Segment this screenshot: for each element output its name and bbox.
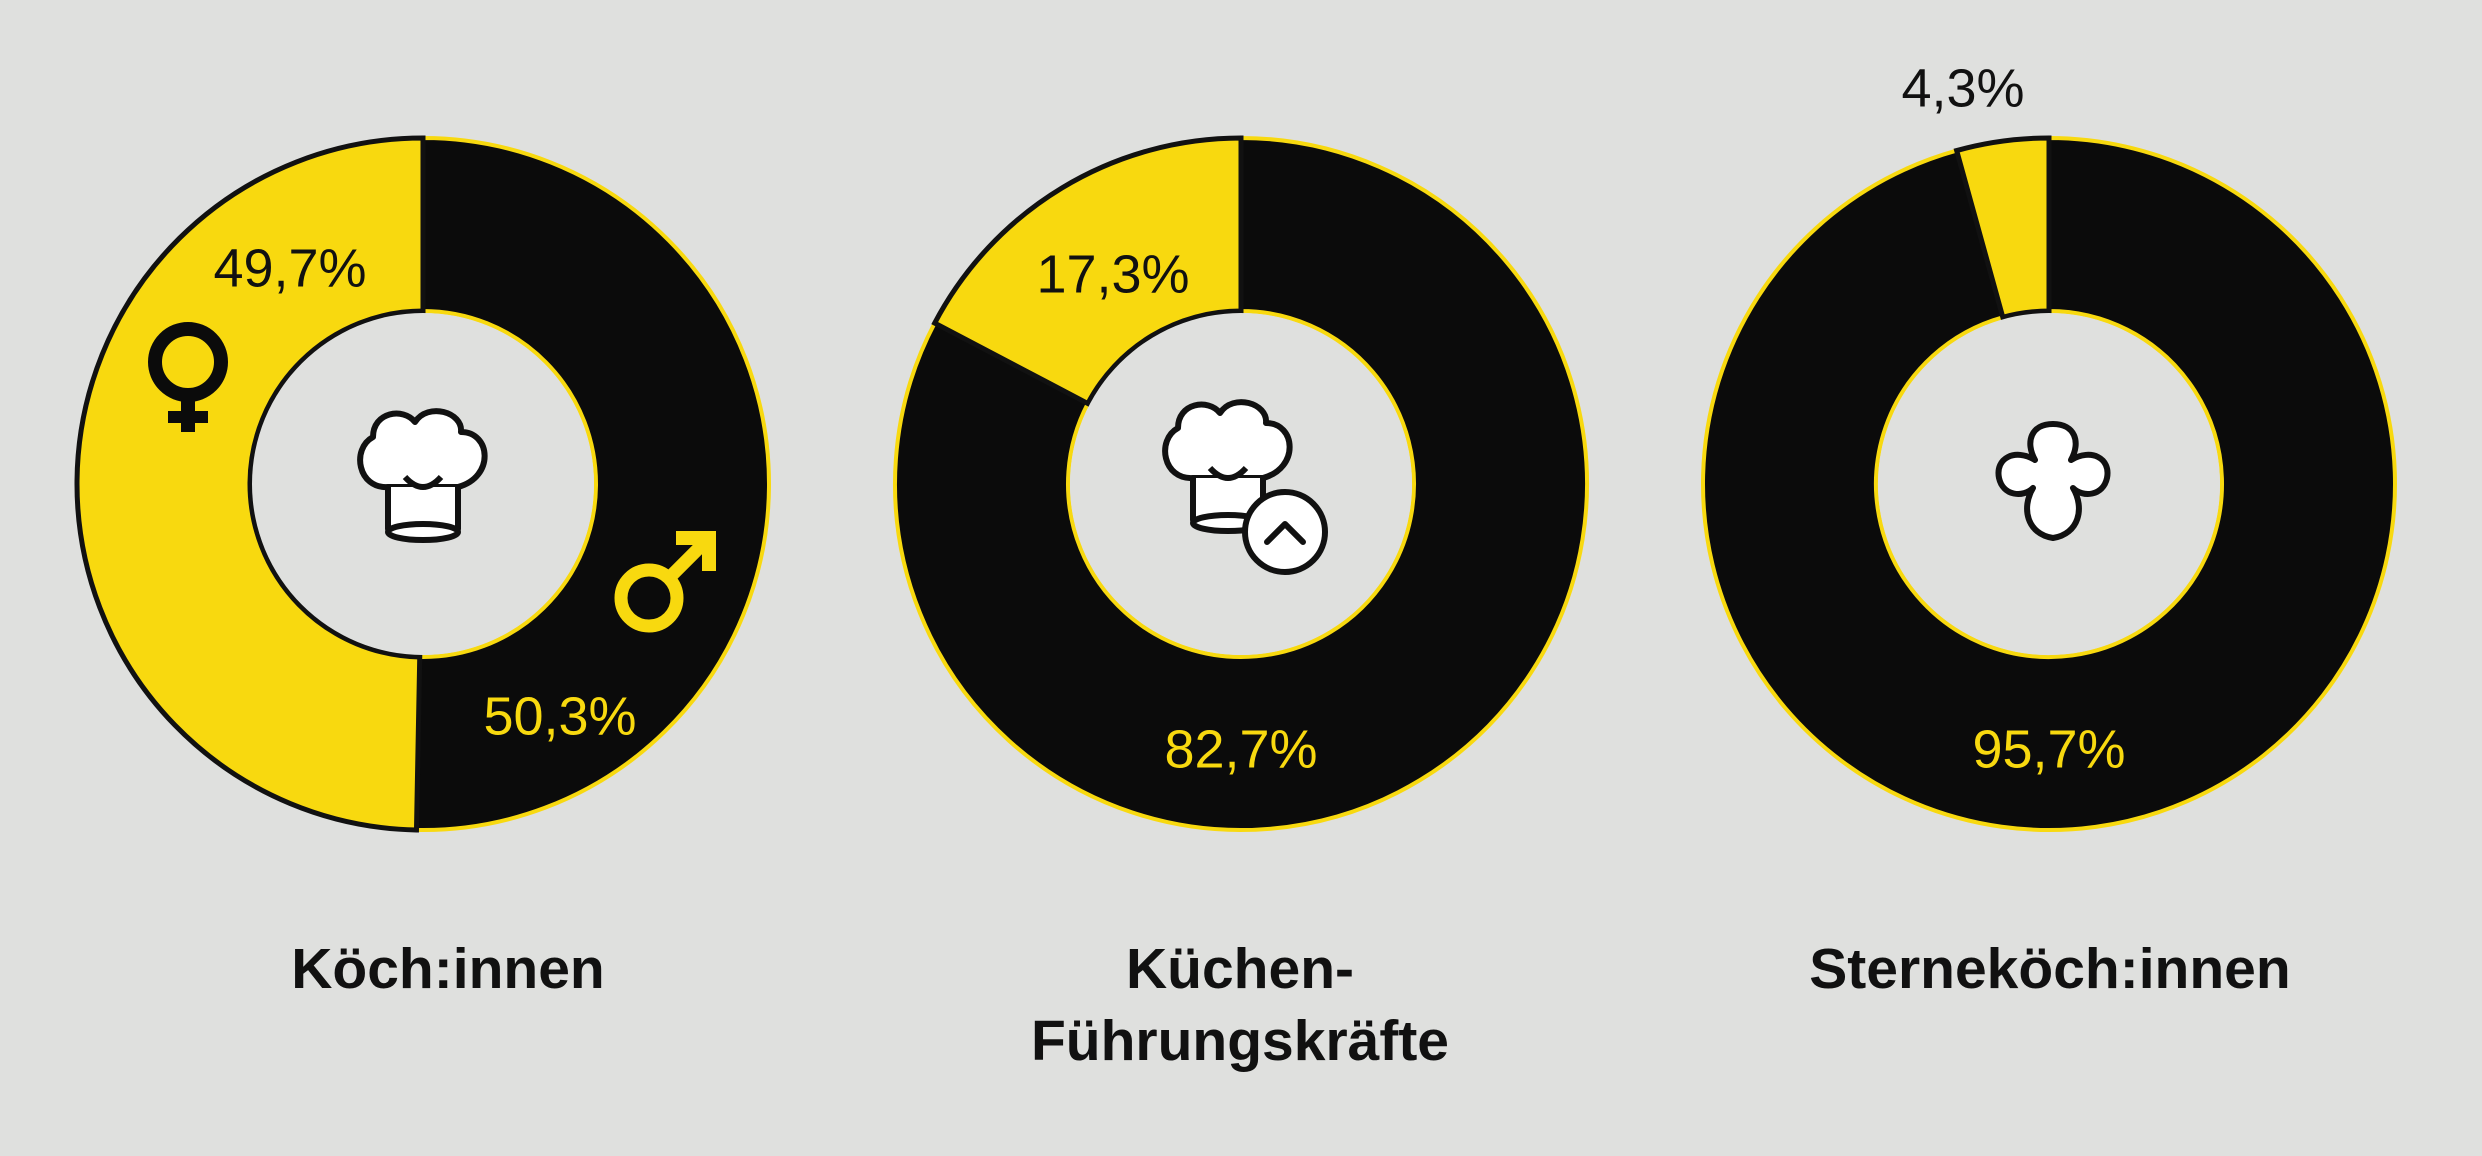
donut-label-kuechen-fuehrungskraefte-2: 82,7%	[1164, 719, 1317, 779]
donut-slice-outline-sternekoechinnen	[1953, 135, 2052, 321]
donut-label-sternekoechinnen-2: 95,7%	[1972, 719, 2125, 779]
donut-slice-outline-koechinnen	[74, 135, 426, 833]
female-icon	[148, 322, 228, 432]
donut-slice-outline-kuechen-fuehrungskraefte	[931, 135, 1244, 407]
donut-label-koechinnen-2: 50,3%	[483, 686, 636, 746]
chef-hat-promotion-icon	[1162, 399, 1328, 575]
male-icon	[614, 531, 716, 633]
donut-slice-sternekoechinnen-2	[1701, 136, 2397, 832]
chef-hat-icon	[357, 408, 488, 543]
michelin-star-icon	[1995, 421, 2111, 541]
donut-slice-kuechen-fuehrungskraefte-2	[893, 136, 1589, 832]
chart-caption-koechinnen: Köch:innen	[291, 937, 605, 1001]
donut-label-koechinnen-1: 49,7%	[213, 238, 366, 298]
donut-label-sternekoechinnen-1: 4,3%	[1901, 58, 2024, 118]
chart-caption-kuechen-fuehrungskraefte: Küchen- Führungskräfte	[1030, 937, 1450, 1073]
chart-caption-sternekoechinnen: Sterneköch:innen	[1809, 937, 2291, 1001]
donut-label-kuechen-fuehrungskraefte-1: 17,3%	[1036, 244, 1189, 304]
donut-slice-koechinnen-2	[414, 136, 771, 832]
